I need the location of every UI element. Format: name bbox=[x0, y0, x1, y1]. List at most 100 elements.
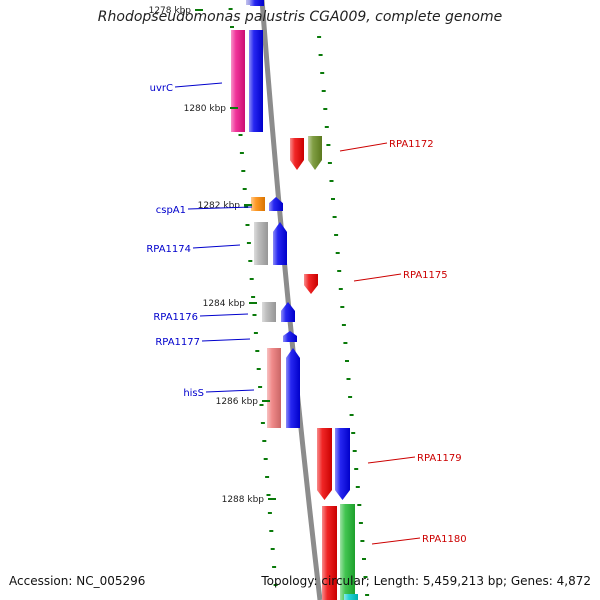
tick-label: 1288 kbp bbox=[222, 495, 265, 505]
track-dot bbox=[323, 108, 328, 110]
gene-label: RPA1175 bbox=[403, 270, 448, 281]
label-leader-line bbox=[367, 456, 416, 464]
gene-feature bbox=[254, 222, 268, 265]
track-dot bbox=[345, 360, 349, 362]
track-dot bbox=[263, 458, 268, 460]
track-dot bbox=[239, 152, 244, 154]
gene-feature bbox=[269, 197, 283, 211]
gene-feature bbox=[290, 138, 304, 170]
track-dot bbox=[327, 162, 332, 164]
track-dot bbox=[248, 260, 253, 262]
gene-label: cspA1 bbox=[156, 205, 186, 216]
track-dot bbox=[320, 72, 325, 74]
track-dot bbox=[230, 26, 234, 28]
track-dot bbox=[331, 198, 335, 200]
gene-label: hisS bbox=[183, 388, 204, 399]
inner-dot-track bbox=[317, 36, 370, 596]
track-dot bbox=[363, 576, 368, 578]
track-dot bbox=[255, 350, 260, 352]
track-dot bbox=[256, 368, 261, 370]
gene-feature bbox=[304, 274, 318, 294]
label-leader-line bbox=[199, 313, 249, 317]
gene-feature bbox=[308, 136, 322, 170]
label-layer: uvrC cspA1 RPA1174 RPA1176 RPA1177 hisS RPA117… bbox=[146, 82, 467, 545]
track-dot bbox=[267, 512, 272, 514]
gene-feature bbox=[251, 197, 265, 211]
page-title: Rhodopseudomonas palustris CGA009, compl… bbox=[97, 9, 503, 25]
track-dot bbox=[265, 476, 270, 478]
label-leader-line bbox=[174, 82, 223, 88]
track-dot bbox=[354, 468, 359, 470]
tick-label: 1284 kbp bbox=[203, 299, 246, 309]
track-dot bbox=[252, 314, 257, 316]
track-dot bbox=[242, 188, 247, 190]
track-dot bbox=[249, 278, 254, 280]
track-dot bbox=[241, 170, 246, 172]
label-leader-line bbox=[371, 537, 421, 545]
gene-label: RPA1176 bbox=[153, 312, 198, 323]
track-dot bbox=[273, 584, 278, 586]
gene-feature bbox=[344, 594, 358, 600]
genome-backbone bbox=[259, 0, 323, 600]
track-dot bbox=[338, 288, 343, 290]
track-dot bbox=[251, 296, 256, 298]
track-dot bbox=[321, 90, 326, 92]
track-dot bbox=[270, 548, 275, 550]
tick-label: 1282 kbp bbox=[198, 201, 241, 211]
gene-feature bbox=[335, 428, 350, 500]
track-dot bbox=[346, 378, 351, 380]
label-leader-line bbox=[205, 389, 255, 393]
track-dot bbox=[358, 522, 363, 524]
track-dot bbox=[334, 234, 339, 236]
tick-label: 1280 kbp bbox=[184, 104, 227, 114]
gene-label: RPA1179 bbox=[417, 453, 462, 464]
track-dot bbox=[260, 422, 265, 424]
track-dot bbox=[348, 396, 353, 398]
label-leader-line bbox=[192, 244, 241, 249]
gene-feature bbox=[262, 302, 276, 322]
track-dot bbox=[329, 180, 334, 182]
track-dot bbox=[326, 144, 331, 146]
track-dot bbox=[324, 126, 329, 128]
topology-text: Topology: circular; Length: 5,459,213 bp… bbox=[261, 574, 591, 588]
gene-feature bbox=[273, 222, 287, 265]
gene-feature bbox=[340, 504, 355, 600]
gene-feature bbox=[317, 428, 332, 500]
track-dot bbox=[341, 324, 346, 326]
track-dot bbox=[351, 432, 356, 434]
gene-feature bbox=[281, 302, 295, 322]
label-leader-line bbox=[187, 206, 253, 210]
track-dot bbox=[340, 306, 345, 308]
tick-label: 1286 kbp bbox=[216, 397, 259, 407]
gene-label: RPA1174 bbox=[146, 244, 191, 255]
track-dot bbox=[238, 134, 243, 136]
track-dot bbox=[259, 404, 264, 406]
track-dot bbox=[362, 558, 366, 560]
track-dot bbox=[272, 566, 277, 568]
label-leader-line bbox=[353, 273, 402, 282]
track-dot bbox=[228, 8, 233, 10]
gene-label: RPA1172 bbox=[389, 139, 434, 150]
track-dot bbox=[335, 252, 340, 254]
gene-feature bbox=[250, 0, 264, 6]
gene-label: RPA1177 bbox=[155, 337, 200, 348]
track-dot bbox=[332, 216, 337, 218]
gene-feature bbox=[283, 331, 297, 342]
track-dot bbox=[269, 530, 274, 532]
track-dot bbox=[360, 540, 365, 542]
gene-feature bbox=[267, 348, 281, 428]
gene-feature bbox=[249, 30, 263, 132]
tick-layer: 1278 kbp 1280 kbp 1282 kbp 1284 kbp 1286 kbp… bbox=[149, 6, 276, 505]
track-dot bbox=[253, 332, 258, 334]
track-dot bbox=[245, 224, 250, 226]
track-dot bbox=[266, 494, 271, 496]
feature-layer bbox=[231, 0, 358, 600]
track-dot bbox=[349, 414, 354, 416]
track-dot bbox=[337, 270, 342, 272]
accession-text: Accession: NC_005296 bbox=[9, 574, 146, 588]
track-dot bbox=[352, 450, 357, 452]
tick-label: 1278 kbp bbox=[149, 6, 192, 16]
track-dot bbox=[357, 504, 362, 506]
track-dot bbox=[258, 386, 263, 388]
